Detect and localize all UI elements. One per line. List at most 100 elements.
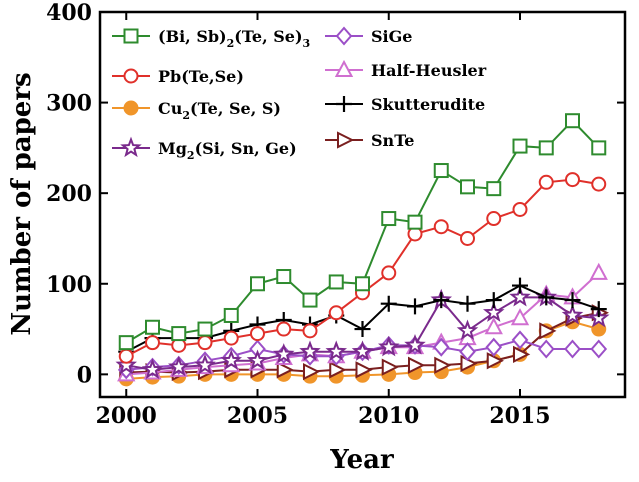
data-point: [512, 201, 528, 217]
data-point: [589, 262, 608, 280]
y-axis-title: Number of papers: [7, 72, 37, 335]
legend-marker: [123, 28, 139, 44]
data-point: [564, 339, 581, 359]
data-point: [486, 181, 502, 197]
legend-marker: [337, 131, 355, 149]
legend-item: Skutterudite: [325, 95, 485, 114]
data-point: [459, 295, 476, 312]
data-point: [118, 335, 134, 351]
data-point: [404, 334, 426, 355]
data-point: [141, 358, 164, 379]
data-point: [223, 330, 239, 346]
data-point: [434, 356, 452, 374]
data-point: [325, 340, 348, 361]
data-point: [381, 211, 397, 227]
data-point: [377, 335, 400, 357]
legend-marker: [123, 100, 139, 116]
legend-label: Mg2(Si, Sn, Ge): [158, 139, 297, 162]
data-point: [460, 179, 475, 195]
data-point: [167, 355, 190, 377]
data-point: [486, 352, 504, 370]
data-point: [328, 274, 344, 290]
y-tick-label: 100: [46, 272, 92, 298]
data-point: [194, 353, 216, 375]
data-point: [276, 321, 292, 337]
data-point: [380, 295, 397, 312]
legend-item: Pb(Te,Se): [112, 67, 244, 86]
data-point: [299, 340, 321, 361]
data-point: [460, 230, 475, 246]
data-point: [511, 330, 529, 350]
legend-label: Pb(Te,Se): [158, 67, 244, 86]
legend-item: (Bi, Sb)2(Te, Se)3: [112, 27, 310, 50]
legend-label: (Bi, Sb)2(Te, Se)3: [158, 27, 310, 50]
data-point: [565, 172, 580, 188]
legend-marker: [335, 26, 353, 46]
data-point: [246, 349, 269, 370]
data-point: [512, 138, 528, 154]
data-point: [484, 317, 503, 335]
legend-item: Half-Heusler: [325, 59, 487, 80]
data-point: [220, 349, 243, 370]
y-tick-label: 200: [46, 181, 92, 207]
x-tick-label: 2010: [358, 403, 419, 429]
x-tick-label: 2000: [96, 403, 157, 429]
y-tick-label: 400: [46, 0, 92, 26]
data-point: [433, 219, 449, 235]
legend-marker: [336, 96, 352, 112]
legend-marker: [120, 136, 142, 158]
data-point: [302, 292, 318, 308]
x-axis-title: Year: [329, 445, 394, 475]
data-point: [381, 265, 397, 281]
x-tick-label: 2015: [489, 403, 550, 429]
data-point: [590, 339, 608, 359]
data-point: [433, 163, 449, 179]
data-point: [433, 292, 450, 309]
data-point: [272, 343, 295, 364]
data-point: [561, 304, 584, 325]
legend-item: SiGe: [325, 26, 412, 46]
legend-label: Skutterudite: [371, 95, 485, 114]
data-point: [482, 301, 505, 322]
legend-marker: [123, 68, 139, 84]
data-point: [171, 326, 187, 342]
data-point: [539, 322, 557, 340]
data-point: [591, 176, 607, 192]
data-point: [459, 342, 476, 362]
data-point: [408, 356, 426, 374]
data-point: [276, 269, 292, 285]
data-point: [587, 306, 610, 328]
data-point: [351, 340, 374, 361]
series-3: [115, 286, 610, 379]
data-point: [590, 301, 607, 318]
data-point: [355, 361, 373, 379]
data-point: [486, 211, 502, 227]
axis-ticks: 2000 2005 2010 2015 0 100 200 300 400: [46, 0, 625, 429]
data-point: [537, 339, 555, 359]
data-point: [509, 286, 531, 307]
data-point: [485, 292, 502, 309]
data-point: [564, 292, 581, 309]
data-point: [485, 337, 503, 357]
legend-item: SnTe: [325, 131, 414, 150]
data-point: [115, 353, 138, 375]
data-point: [197, 335, 213, 351]
legend-label: SnTe: [371, 131, 414, 150]
legend-label: Half-Heusler: [371, 61, 487, 80]
data-point: [223, 307, 239, 323]
data-point: [381, 358, 399, 376]
data-point: [538, 289, 555, 306]
data-point: [512, 277, 528, 294]
legend-label: SiGe: [371, 27, 412, 46]
data-point: [145, 335, 160, 351]
data-point: [276, 361, 294, 379]
data-point: [145, 319, 160, 335]
data-point: [355, 276, 370, 292]
data-point: [118, 348, 134, 364]
data-point: [303, 363, 321, 381]
data-point: [538, 174, 554, 190]
data-point: [354, 321, 371, 338]
legend-item: Cu2(Te, Se, S): [112, 99, 281, 122]
legend-marker: [334, 59, 354, 77]
